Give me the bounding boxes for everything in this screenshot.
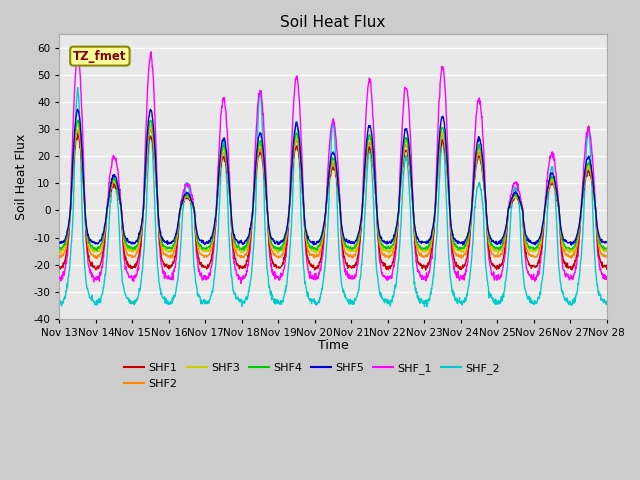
SHF1: [74, 131, 81, 136]
SHF5: [603, 240, 611, 245]
SHF5: [239, 241, 246, 247]
SHF3: [490, 249, 497, 254]
SHF2: [178, 203, 186, 208]
SHF_2: [490, 298, 498, 303]
SHF4: [239, 245, 247, 251]
Line: SHF_1: SHF_1: [60, 52, 607, 284]
SHF4: [164, 245, 172, 251]
SHF_1: [237, 281, 244, 287]
SHF_1: [538, 241, 546, 247]
SHF3: [239, 250, 246, 255]
SHF1: [178, 203, 186, 208]
SHF_2: [56, 297, 63, 303]
SHF5: [56, 240, 63, 245]
SHF_2: [419, 299, 426, 304]
Line: SHF4: SHF4: [60, 120, 607, 251]
SHF3: [494, 251, 502, 256]
SHF_1: [603, 276, 611, 282]
SHF4: [538, 227, 546, 233]
SHF2: [538, 231, 546, 237]
SHF_1: [490, 276, 498, 281]
SHF1: [422, 267, 429, 273]
SHF_2: [164, 301, 172, 307]
SHF4: [603, 246, 611, 252]
SHF3: [603, 249, 611, 254]
SHF3: [56, 250, 63, 256]
SHF5: [164, 240, 172, 246]
SHF4: [93, 248, 101, 253]
SHF2: [419, 253, 426, 259]
Line: SHF1: SHF1: [60, 133, 607, 270]
SHF2: [56, 254, 63, 260]
SHF_2: [423, 304, 431, 310]
SHF4: [56, 245, 63, 251]
SHF5: [538, 223, 546, 228]
SHF3: [74, 121, 81, 127]
SHF4: [74, 117, 82, 123]
SHF2: [164, 253, 172, 259]
SHF1: [56, 264, 63, 270]
SHF_2: [603, 301, 611, 307]
SHF_1: [147, 49, 155, 55]
SHF1: [490, 264, 498, 269]
SHF2: [490, 253, 498, 259]
SHF_1: [239, 273, 247, 278]
SHF2: [147, 126, 155, 132]
SHF5: [459, 242, 467, 248]
SHF_2: [74, 85, 81, 91]
SHF2: [239, 255, 246, 261]
Line: SHF2: SHF2: [60, 129, 607, 258]
Line: SHF3: SHF3: [60, 124, 607, 253]
SHF3: [419, 248, 426, 254]
SHF5: [490, 239, 498, 245]
SHF5: [178, 201, 186, 206]
SHF3: [178, 202, 186, 208]
SHF_2: [178, 230, 186, 236]
SHF5: [74, 107, 81, 112]
SHF4: [178, 201, 186, 206]
SHF5: [419, 240, 426, 245]
SHF3: [164, 248, 172, 254]
SHF1: [164, 264, 172, 270]
Text: TZ_fmet: TZ_fmet: [73, 49, 127, 62]
SHF3: [538, 228, 546, 234]
SHF2: [603, 253, 611, 259]
SHF4: [490, 243, 498, 249]
Line: SHF_2: SHF_2: [60, 88, 607, 307]
Title: Soil Heat Flux: Soil Heat Flux: [280, 15, 386, 30]
SHF1: [419, 266, 426, 272]
Y-axis label: Soil Heat Flux: Soil Heat Flux: [15, 133, 28, 220]
SHF_1: [164, 273, 172, 278]
SHF_2: [538, 277, 546, 283]
SHF2: [458, 255, 465, 261]
Line: SHF5: SHF5: [60, 109, 607, 245]
SHF_1: [178, 201, 186, 206]
SHF_1: [419, 275, 426, 281]
X-axis label: Time: Time: [317, 339, 348, 352]
SHF1: [603, 266, 611, 272]
Legend: SHF1, SHF2, SHF3, SHF4, SHF5, SHF_1, SHF_2: SHF1, SHF2, SHF3, SHF4, SHF5, SHF_1, SHF…: [120, 359, 504, 393]
SHF_2: [239, 299, 246, 304]
SHF1: [538, 238, 546, 243]
SHF1: [239, 263, 246, 269]
SHF4: [419, 246, 426, 252]
SHF_1: [56, 275, 63, 281]
